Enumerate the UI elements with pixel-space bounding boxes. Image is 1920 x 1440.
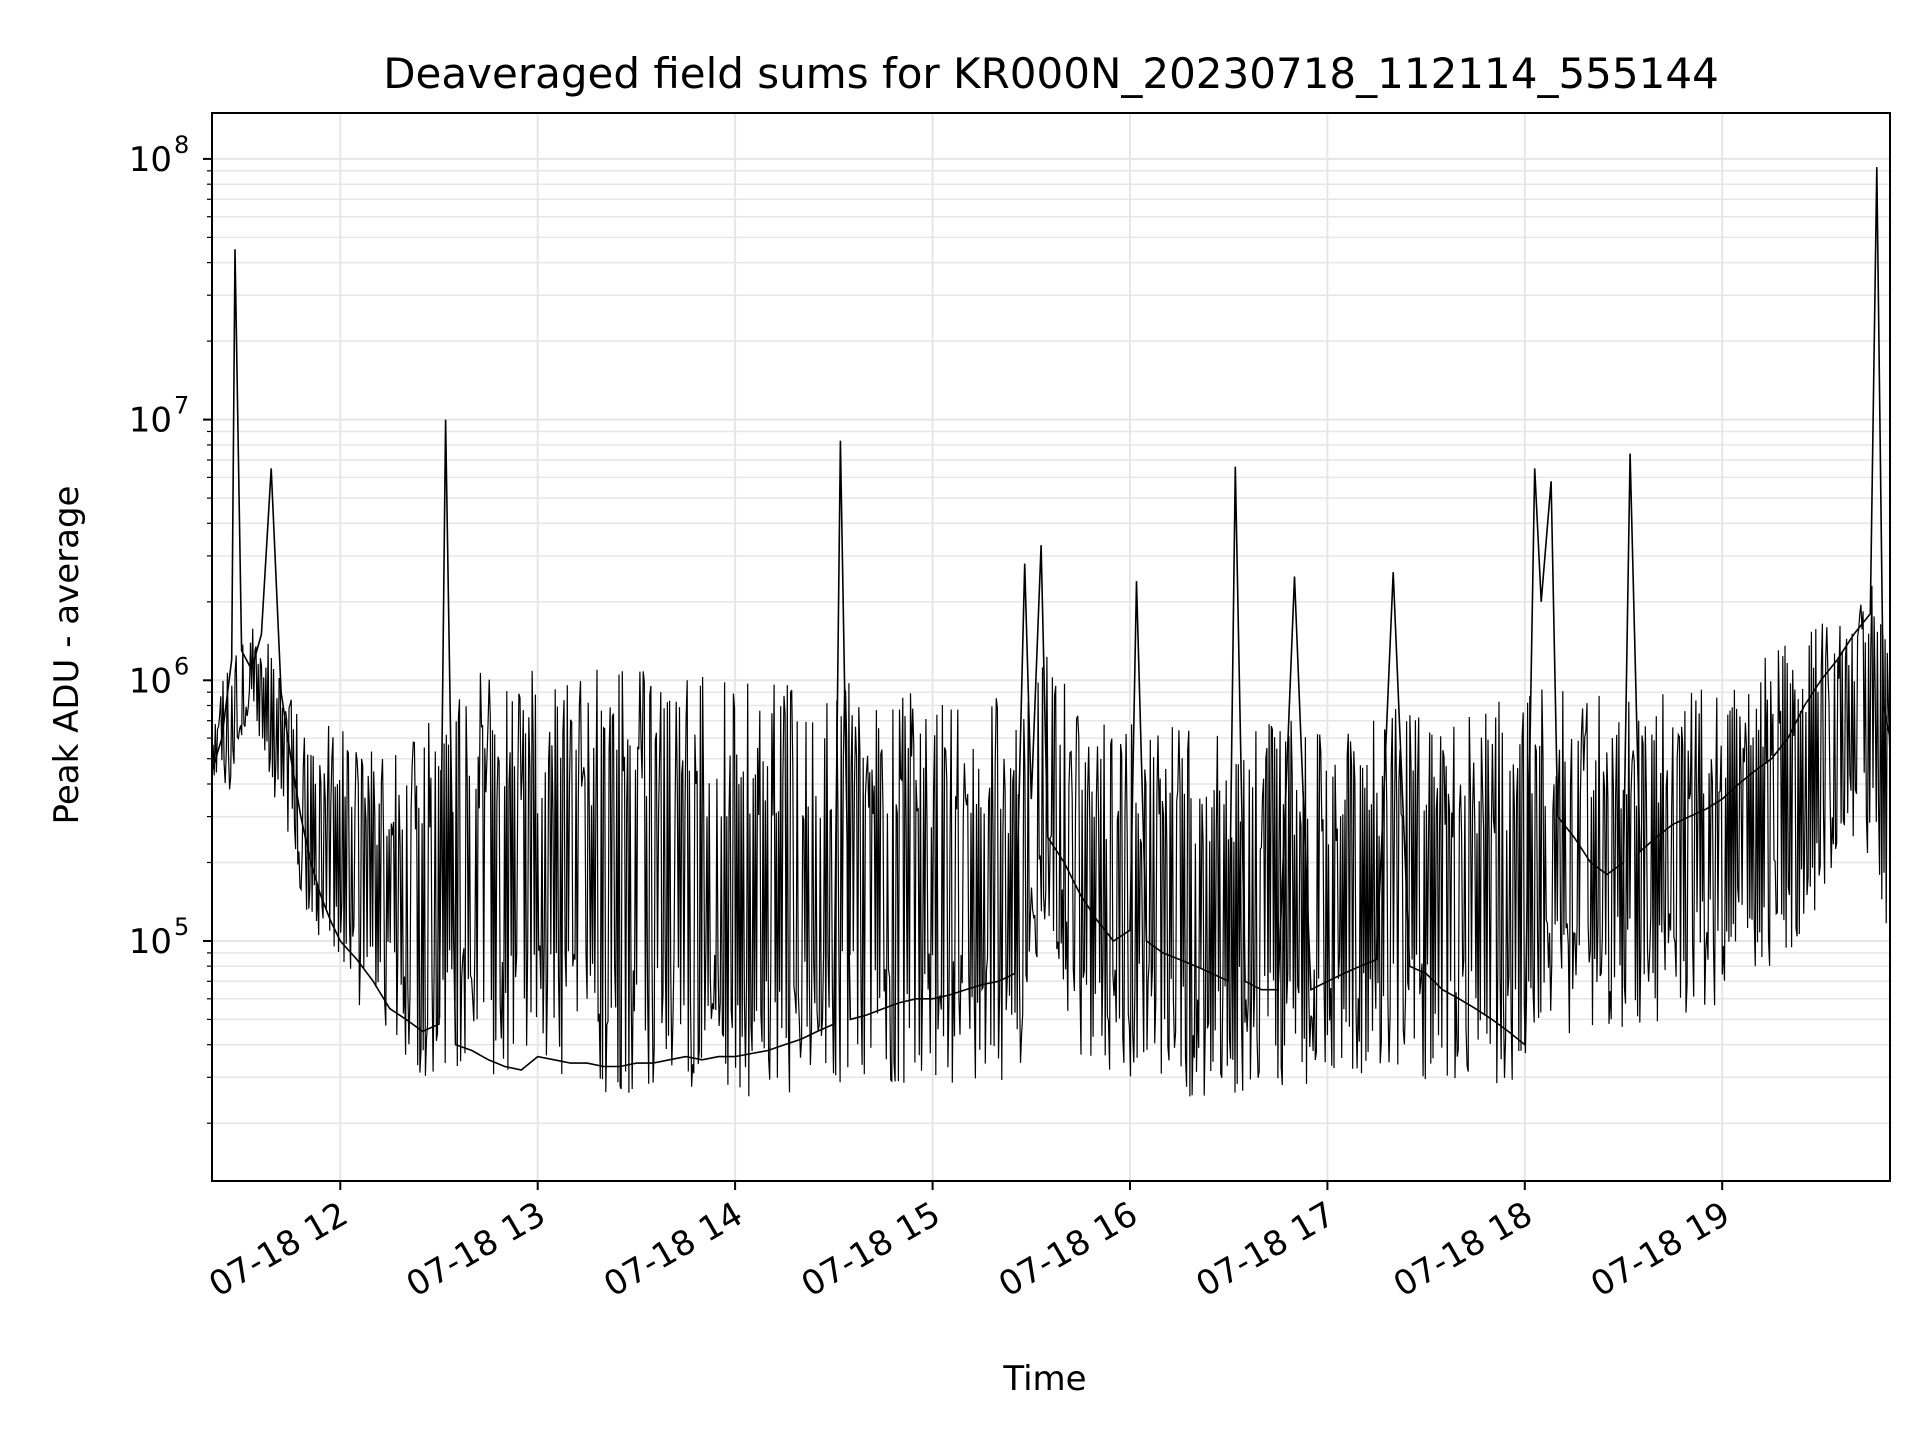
plot-area-frame [211, 112, 1891, 1182]
x-tick-label: 07-18 12 [202, 1194, 354, 1305]
x-tick-label: 07-18 16 [992, 1194, 1144, 1305]
y-tick-exponent: 5 [174, 913, 189, 941]
x-axis: 07-18 12 07-18 13 07-18 14 07-18 15 07-18 16… [202, 1181, 1737, 1305]
x-tick-label: 07-18 17 [1190, 1194, 1342, 1305]
y-tick-label: 10 [129, 661, 172, 701]
x-tick-label: 07-18 14 [597, 1194, 749, 1305]
y-tick-label: 10 [129, 140, 172, 180]
y-tick-label: 10 [129, 922, 172, 962]
y-tick-exponent: 6 [174, 652, 189, 680]
chart-title: Deaveraged field sums for KR000N_2023071… [383, 49, 1719, 98]
x-tick-label: 07-18 19 [1584, 1194, 1736, 1305]
series-line [211, 167, 1891, 1071]
y-tick-exponent: 8 [174, 131, 189, 159]
x-tick-label: 07-18 18 [1387, 1194, 1539, 1305]
y-tick-label: 10 [129, 401, 172, 441]
grid-lines [212, 113, 1890, 1181]
series-line-group [211, 167, 1891, 1071]
x-tick-label: 07-18 15 [795, 1194, 947, 1305]
series-envelope-trace [211, 585, 1891, 1097]
y-tick-exponent: 7 [174, 392, 189, 420]
data-envelope [211, 585, 1891, 1097]
x-axis-label: Time [1002, 1359, 1086, 1399]
x-tick-label: 07-18 13 [400, 1194, 552, 1305]
y-axis-label: Peak ADU - average [47, 486, 87, 825]
